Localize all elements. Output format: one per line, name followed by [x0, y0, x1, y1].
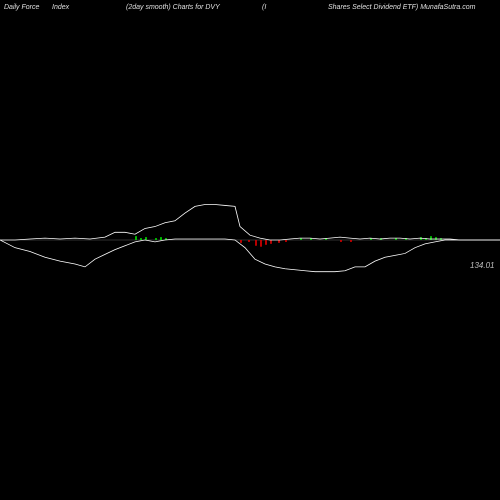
negative-volume-ticks: [240, 240, 352, 247]
red-tick: [340, 240, 342, 242]
red-tick: [270, 240, 272, 244]
green-tick: [140, 238, 142, 240]
force-index-chart: [0, 0, 500, 480]
green-tick: [160, 237, 162, 240]
red-tick: [265, 240, 267, 245]
lower-indicator-line: [0, 239, 500, 272]
green-tick: [155, 238, 157, 240]
red-tick: [285, 240, 287, 242]
chart-header: Daily Force Index (2day smooth) Charts f…: [0, 4, 500, 18]
title-segment-3: (2day smooth) Charts for DVY: [126, 4, 220, 11]
red-tick: [255, 240, 257, 246]
chart-container: Daily Force Index (2day smooth) Charts f…: [0, 0, 500, 500]
green-tick: [145, 237, 147, 240]
green-tick: [435, 237, 437, 240]
red-tick: [248, 240, 250, 242]
title-segment-2: Index: [52, 4, 69, 11]
red-tick: [260, 240, 262, 247]
red-tick: [240, 240, 242, 243]
price-value-label: 134.01: [470, 261, 494, 270]
upper-indicator-line: [0, 204, 500, 240]
title-segment-1: Daily Force: [4, 4, 39, 11]
title-segment-5: Shares Select Dividend ETF) MunafaSutra.…: [328, 4, 475, 11]
title-segment-4: (I: [262, 4, 266, 11]
green-tick: [135, 236, 137, 240]
red-tick: [278, 240, 280, 243]
red-tick: [350, 240, 352, 242]
